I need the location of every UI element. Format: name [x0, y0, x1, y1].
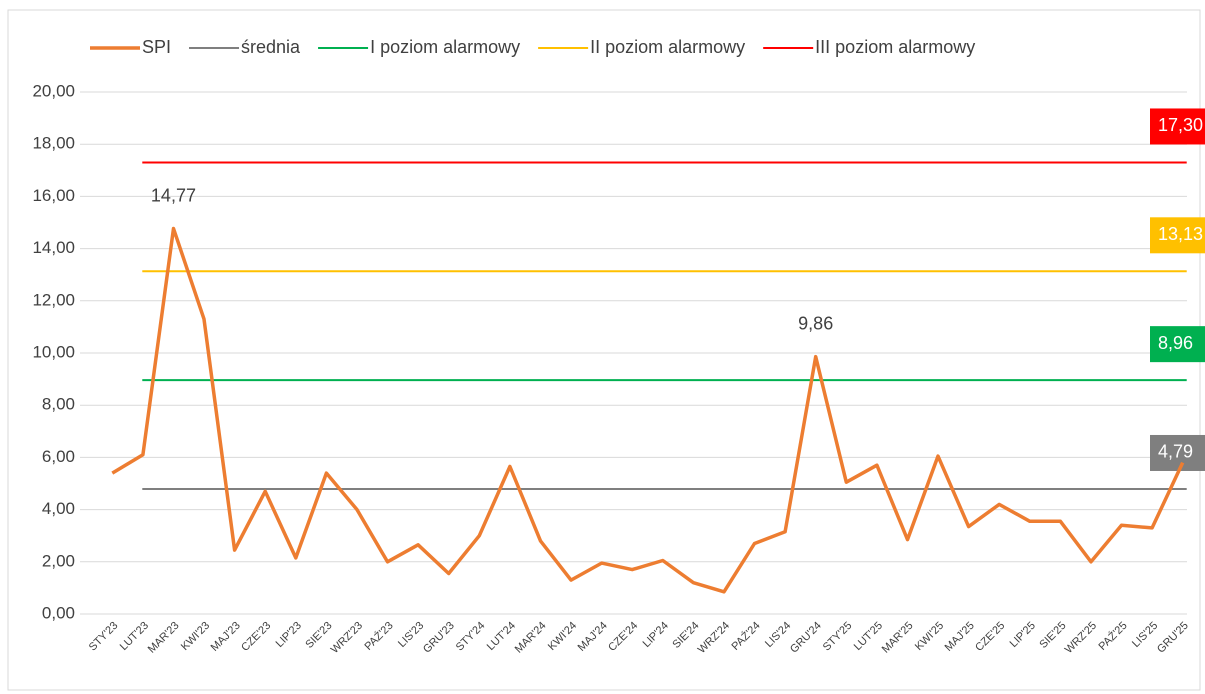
spi-line [111, 226, 1185, 594]
reference-label: 17,30 [1158, 115, 1203, 135]
y-tick-label: 8,00 [42, 395, 75, 414]
chart-frame [7, 9, 1201, 691]
y-tick-label: 20,00 [32, 81, 75, 100]
legend-label: II poziom alarmowy [590, 37, 745, 57]
legend-label: III poziom alarmowy [815, 37, 975, 57]
reference-label: 13,13 [1158, 224, 1203, 244]
legend-label: średnia [241, 37, 301, 57]
y-tick-label: 12,00 [32, 290, 75, 309]
reference-label: 4,79 [1158, 442, 1193, 462]
reference-label-box [1150, 434, 1205, 471]
y-tick-label: 18,00 [32, 134, 75, 153]
data-label: 9,86 [798, 313, 833, 333]
data-label: 14,77 [151, 185, 196, 205]
y-tick-label: 4,00 [42, 499, 75, 518]
y-tick-label: 14,00 [32, 238, 75, 257]
y-tick-label: 0,00 [42, 603, 75, 622]
legend-label: SPI [142, 37, 171, 57]
y-tick-label: 2,00 [42, 551, 75, 570]
reference-label-box [1150, 108, 1205, 145]
reference-label-box [1150, 217, 1205, 254]
reference-label: 8,96 [1158, 333, 1193, 353]
y-tick-label: 16,00 [32, 186, 75, 205]
reference-label-box [1150, 326, 1205, 363]
y-tick-label: 10,00 [32, 342, 75, 361]
y-tick-label: 6,00 [42, 447, 75, 466]
legend-label: I poziom alarmowy [370, 37, 520, 57]
